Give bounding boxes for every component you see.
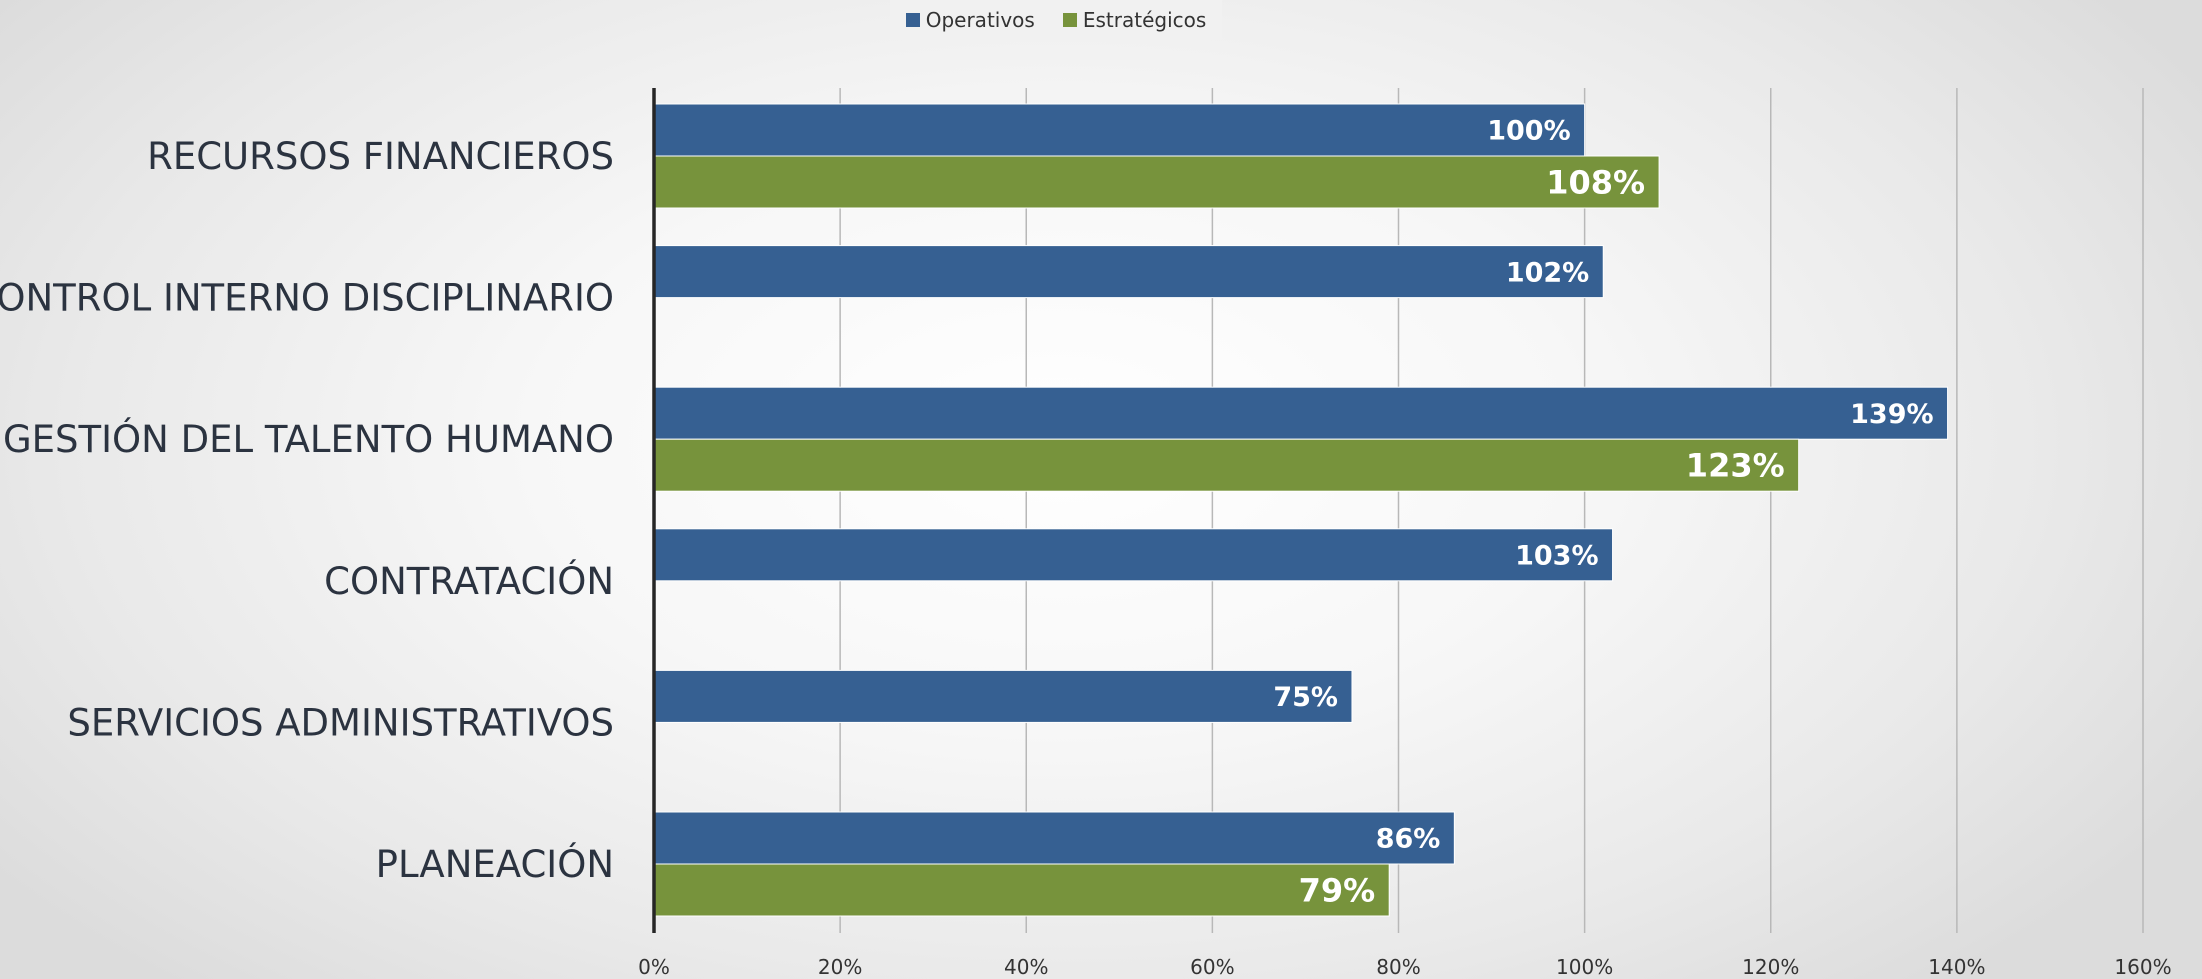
bar-estrategicos [653, 155, 1660, 209]
x-tick-label: 40% [1004, 955, 1048, 979]
bars [653, 103, 1949, 917]
bar-operativos [653, 103, 1586, 157]
grid-lines [839, 88, 2144, 933]
x-tick-label: 100% [1556, 955, 1613, 979]
labels: 0% 20% 40% 60% 80% 100% 120% 140% 160% 100% 108% RE… [0, 116, 2172, 979]
chart-legend: Operativos Estratégicos [890, 0, 1222, 40]
bar-estrategicos [653, 438, 1800, 492]
x-tick-label: 120% [1742, 955, 1799, 979]
legend-item-operativos: Operativos [905, 8, 1035, 32]
data-label: 108% [1546, 164, 1645, 202]
data-label: 102% [1506, 257, 1589, 288]
data-label: 123% [1686, 447, 1785, 485]
category-label: GESTIÓN DEL TALENTO HUMANO [3, 417, 614, 461]
legend-label-operativos: Operativos [925, 8, 1035, 32]
data-label: 139% [1850, 399, 1933, 430]
bar-operativos [653, 811, 1455, 865]
bar-estrategicos [653, 863, 1390, 917]
x-tick-label: 0% [638, 955, 670, 979]
category-label: CONTROL INTERNO DISCIPLINARIO [0, 277, 614, 320]
category-label: RECURSOS FINANCIEROS [147, 135, 614, 178]
x-tick-label: 140% [1928, 955, 1985, 979]
bar-operativos [653, 245, 1604, 299]
data-label: 79% [1299, 872, 1376, 910]
data-label: 75% [1273, 682, 1338, 713]
bar-operativos [653, 528, 1614, 582]
legend-swatch-operativos [905, 13, 920, 27]
legend-swatch-estrategicos [1062, 13, 1077, 27]
data-label: 100% [1487, 116, 1570, 147]
bar-operativos [653, 669, 1353, 723]
legend-label-estrategicos: Estratégicos [1082, 8, 1207, 32]
data-label: 103% [1515, 541, 1598, 572]
bar-operativos [653, 386, 1949, 440]
category-label: SERVICIOS ADMINISTRATIVOS [67, 701, 614, 744]
x-tick-label: 160% [2114, 955, 2171, 979]
x-tick-label: 20% [818, 955, 862, 979]
category-label: PLANEACIÓN [376, 842, 614, 886]
x-tick-label: 60% [1190, 955, 1234, 979]
x-tick-label: 80% [1376, 955, 1420, 979]
legend-item-estrategicos: Estratégicos [1062, 8, 1207, 32]
category-label: CONTRATACIÓN [324, 559, 614, 603]
data-label: 86% [1376, 824, 1441, 855]
